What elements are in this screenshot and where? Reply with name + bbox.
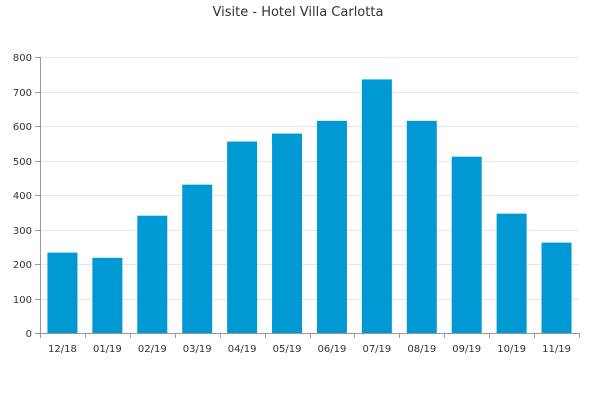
bar-07-19	[361, 79, 392, 333]
grid-lines	[40, 57, 579, 300]
bars	[47, 79, 572, 333]
y-tick-label: 700	[13, 88, 32, 99]
x-tick-label: 07/19	[362, 344, 391, 355]
x-tick-labels: 12/18 01/19 02/19 03/19 04/19 05/19 06/19 07/19…	[48, 344, 571, 355]
axes	[35, 57, 580, 338]
bar-01-19	[92, 257, 123, 333]
x-tick-label: 04/19	[228, 344, 257, 355]
chart-title: Visite - Hotel Villa Carlotta	[213, 5, 384, 20]
x-tick-label: 08/19	[407, 344, 436, 355]
x-tick-label: 11/19	[542, 344, 571, 355]
x-tick-label: 01/19	[93, 344, 122, 355]
bar-06-19	[316, 120, 347, 333]
x-tick-label: 06/19	[318, 344, 347, 355]
x-tick-label: 03/19	[183, 344, 212, 355]
y-tick-label: 0	[26, 329, 32, 340]
x-tick-label: 10/19	[497, 344, 526, 355]
bar-12-18	[47, 252, 78, 333]
y-tick-label: 600	[13, 122, 32, 133]
y-tick-label: 400	[13, 191, 32, 202]
bar-02-19	[137, 215, 168, 333]
bar-04-19	[227, 141, 258, 333]
bar-08-19	[406, 120, 437, 333]
y-tick-label: 800	[13, 53, 32, 64]
y-tick-labels: 0 100 200 300 400 500 600 700 800	[13, 53, 32, 340]
bar-11-19	[541, 242, 572, 333]
y-tick-label: 100	[13, 295, 32, 306]
x-tick-label: 12/18	[48, 344, 77, 355]
bar-05-19	[272, 133, 303, 333]
x-tick-label: 02/19	[138, 344, 167, 355]
x-tick-label: 09/19	[452, 344, 481, 355]
x-tick-label: 05/19	[273, 344, 302, 355]
y-tick-label: 200	[13, 260, 32, 271]
bar-03-19	[182, 184, 213, 333]
bar-09-19	[451, 156, 482, 333]
bar-10-19	[496, 213, 527, 333]
y-tick-label: 500	[13, 157, 32, 168]
y-tick-label: 300	[13, 226, 32, 237]
